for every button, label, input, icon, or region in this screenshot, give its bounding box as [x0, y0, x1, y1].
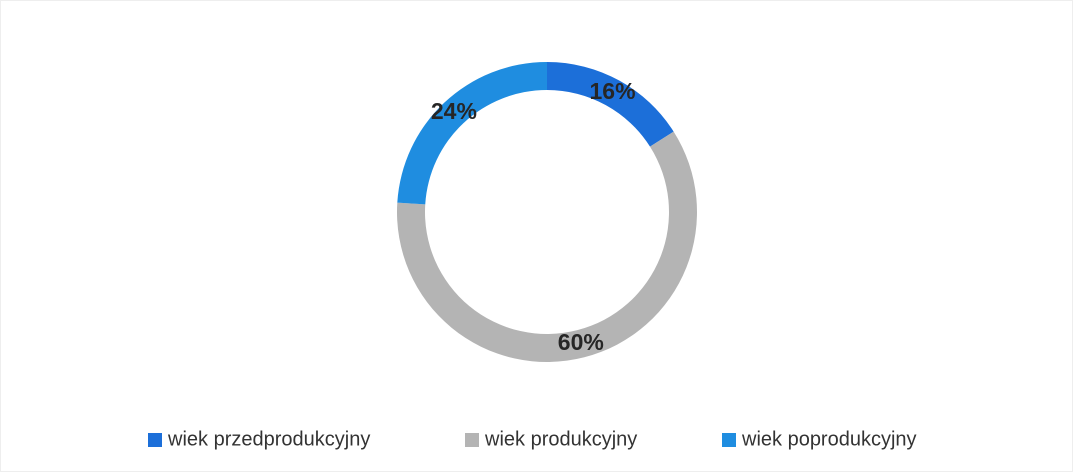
- slice: [397, 62, 547, 205]
- legend-swatch: [465, 433, 479, 447]
- legend-label: wiek poprodukcyjny: [741, 428, 917, 450]
- legend-label: wiek przedprodukcyjny: [167, 428, 370, 450]
- legend-swatch: [722, 433, 736, 447]
- slice: [547, 62, 674, 147]
- data-label: 60%: [558, 329, 604, 355]
- legend-swatch: [148, 433, 162, 447]
- slice: [397, 131, 697, 362]
- data-label: 16%: [589, 78, 635, 104]
- legend-label: wiek produkcyjny: [484, 428, 637, 450]
- data-label: 24%: [431, 98, 477, 124]
